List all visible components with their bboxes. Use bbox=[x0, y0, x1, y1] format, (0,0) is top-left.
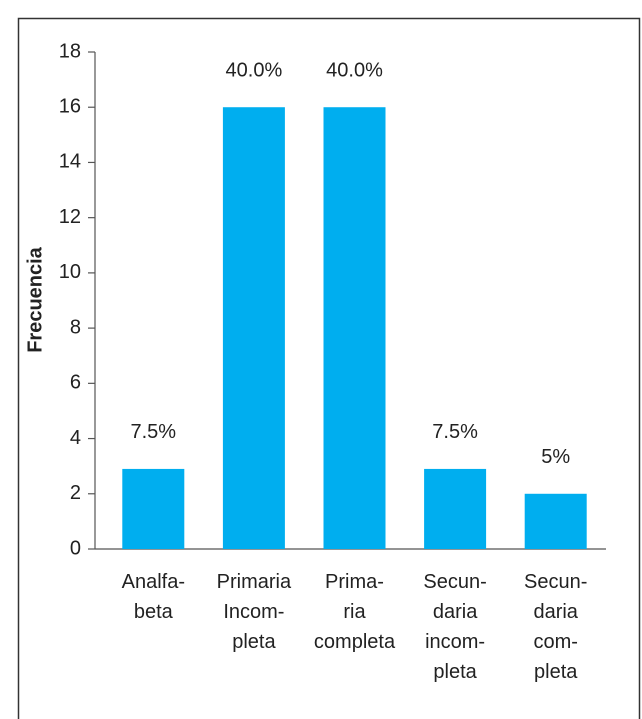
y-tick-label: 16 bbox=[59, 96, 81, 118]
bar bbox=[524, 493, 587, 549]
x-tick-label-line: beta bbox=[134, 601, 174, 623]
x-tick-label-line: incom- bbox=[425, 631, 485, 653]
x-tick-label: Prima-ria completa bbox=[314, 571, 396, 653]
bar bbox=[424, 468, 487, 549]
x-tick-label-line: Analfa- bbox=[122, 571, 185, 593]
x-tick-label-line: Secun- bbox=[423, 571, 486, 593]
bar bbox=[122, 468, 185, 549]
x-tick-label-line: pleta bbox=[433, 661, 477, 683]
x-tick-label-line: Incom- bbox=[223, 601, 284, 623]
frame bbox=[17, 17, 641, 719]
y-tick-label: 10 bbox=[59, 261, 81, 283]
x-tick-label-line: completa bbox=[314, 631, 396, 653]
y-tick-label: 12 bbox=[59, 206, 81, 228]
x-tick-label-line: Primaria bbox=[217, 571, 292, 593]
x-tick-label: Primaria Incom-pleta bbox=[217, 571, 292, 653]
y-tick-label: 18 bbox=[59, 40, 81, 62]
x-tick-label: Secun-daria com-pleta bbox=[524, 571, 587, 683]
x-tick-label: Analfa-beta bbox=[122, 571, 185, 623]
y-tick-label: 4 bbox=[70, 427, 81, 449]
data-label: 7.5% bbox=[131, 421, 177, 443]
data-label: 7.5% bbox=[432, 421, 478, 443]
y-tick-label: 6 bbox=[70, 372, 81, 394]
x-tick-label-line: daria bbox=[533, 601, 578, 623]
data-label: 40.0% bbox=[326, 60, 383, 82]
y-tick-label: 8 bbox=[70, 316, 81, 338]
data-label: 40.0% bbox=[226, 60, 283, 82]
y-tick-label: 14 bbox=[59, 151, 81, 173]
x-tick-label-line: Prima- bbox=[325, 571, 384, 593]
x-tick-label-line: com- bbox=[533, 631, 577, 653]
x-tick-label-line: Secun- bbox=[524, 571, 587, 593]
x-tick-label-line: pleta bbox=[232, 631, 276, 653]
data-label: 5% bbox=[541, 446, 570, 468]
y-axis-label: Frecuencia bbox=[24, 246, 46, 352]
y-tick-label: 0 bbox=[70, 537, 81, 559]
x-tick-label: Secun-daria incom-pleta bbox=[423, 571, 486, 683]
y-tick-label: 2 bbox=[70, 482, 81, 504]
bar bbox=[323, 107, 386, 549]
x-tick-label-line: ria bbox=[343, 601, 366, 623]
x-tick-label-line: pleta bbox=[534, 661, 578, 683]
bar bbox=[222, 107, 285, 549]
x-tick-label-line: daria bbox=[433, 601, 478, 623]
